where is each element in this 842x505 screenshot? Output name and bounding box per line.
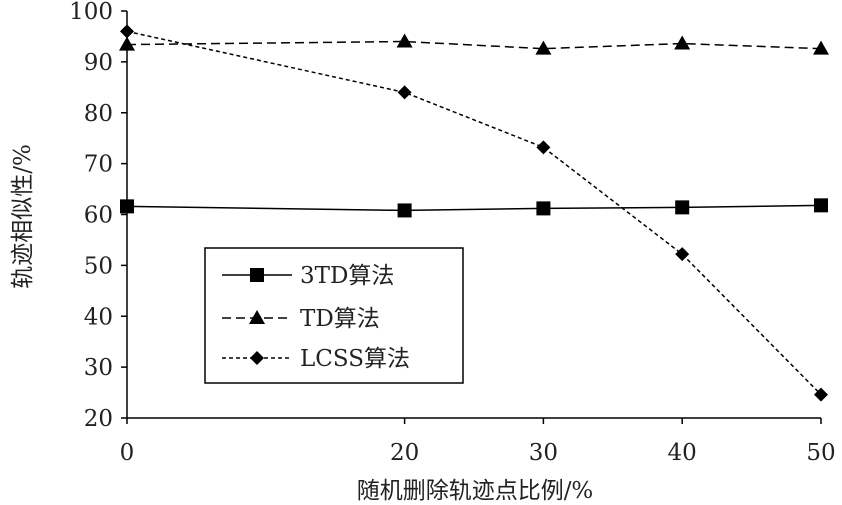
data-point xyxy=(119,36,135,51)
y-axis-title: 轨迹相似性/% xyxy=(10,144,36,289)
series-diamond xyxy=(120,24,828,402)
data-point xyxy=(120,199,134,214)
data-point xyxy=(536,201,551,216)
legend-label: LCSS算法 xyxy=(300,346,410,372)
x-tick-label: 0 xyxy=(120,440,135,466)
data-point xyxy=(396,33,413,48)
data-point xyxy=(675,247,690,262)
y-tick-label: 30 xyxy=(84,355,113,381)
y-tick-label: 100 xyxy=(69,0,113,25)
x-tick-label: 50 xyxy=(806,440,835,466)
legend-item: 3TD算法 xyxy=(222,263,394,289)
series-triangle xyxy=(119,33,829,55)
x-tick-label: 30 xyxy=(529,440,558,466)
y-tick-label: 60 xyxy=(84,203,113,229)
legend-label: 3TD算法 xyxy=(300,263,394,289)
series-line xyxy=(126,40,822,50)
x-tick-label: 20 xyxy=(390,440,419,466)
y-tick-label: 40 xyxy=(84,304,113,330)
legend-label: TD算法 xyxy=(300,306,380,332)
data-point xyxy=(120,24,134,39)
series-layer xyxy=(119,24,829,402)
series-line xyxy=(126,30,822,396)
y-tick-label: 50 xyxy=(84,253,113,279)
data-point xyxy=(535,40,552,55)
data-point xyxy=(814,198,828,213)
y-tick-label: 80 xyxy=(84,101,113,127)
data-point xyxy=(813,40,829,55)
legend-box xyxy=(204,247,464,384)
data-point xyxy=(536,140,551,155)
axes: 20 30 40 50 60 70 80 90 100 0 20 30 40 50 xyxy=(69,0,836,466)
y-tick-label: 90 xyxy=(84,50,113,76)
data-point xyxy=(397,85,412,100)
series-line xyxy=(126,204,822,212)
y-ticks: 20 30 40 50 60 70 80 90 100 xyxy=(69,0,127,432)
series-square xyxy=(120,198,828,218)
y-tick-label: 20 xyxy=(84,406,113,432)
legend-marker xyxy=(250,351,264,365)
legend-item: LCSS算法 xyxy=(222,346,410,372)
data-point xyxy=(675,200,690,215)
legend-item: TD算法 xyxy=(222,306,380,332)
data-point xyxy=(397,203,412,218)
legend: 3TD算法 TD算法 LCSS算法 xyxy=(204,247,464,384)
x-axis-title: 随机删除轨迹点比例/% xyxy=(357,478,594,504)
x-ticks: 0 20 30 40 50 xyxy=(120,418,836,466)
x-tick-label: 40 xyxy=(668,440,697,466)
data-point xyxy=(674,35,691,50)
legend-marker xyxy=(250,268,264,282)
data-point xyxy=(814,387,828,402)
y-tick-label: 70 xyxy=(84,152,113,178)
legend-marker xyxy=(249,310,265,324)
